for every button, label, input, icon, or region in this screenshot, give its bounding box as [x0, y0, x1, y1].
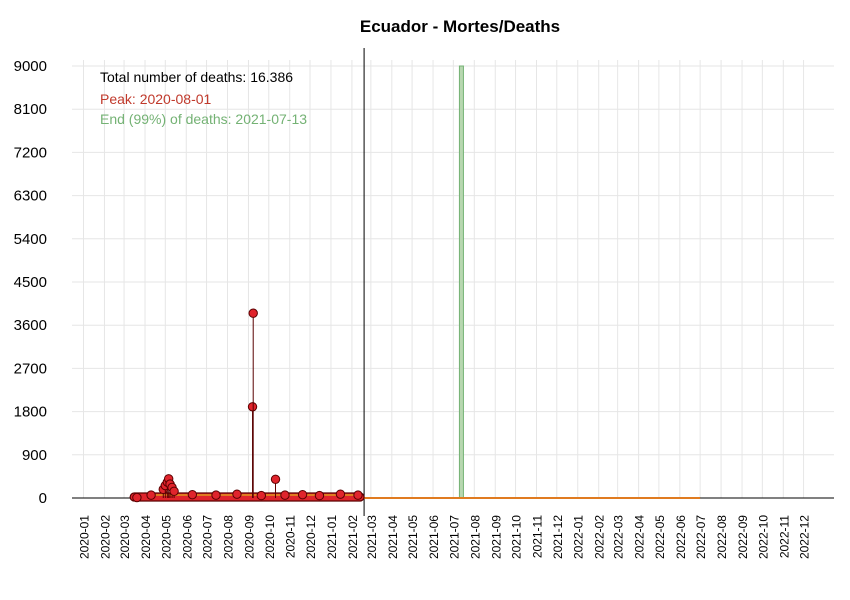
x-tick-label: 2021-10: [510, 515, 524, 559]
x-tick-label: 2021-04: [386, 515, 400, 559]
data-point: [248, 308, 258, 318]
x-tick-label: 2020-11: [284, 515, 298, 558]
x-tick-label: 2020-10: [263, 515, 277, 559]
x-tick-label: 2020-09: [242, 515, 256, 559]
x-tick-label: 2021-12: [551, 515, 565, 559]
data-point: [132, 492, 142, 503]
y-tick-label: 6300: [14, 188, 47, 205]
x-tick-label: 2022-12: [798, 515, 812, 559]
y-tick-label: 8100: [14, 101, 47, 118]
y-tick-label: 1800: [14, 404, 47, 421]
x-tick-label: 2021-05: [406, 515, 420, 559]
x-tick-label: 2022-08: [715, 515, 729, 559]
x-tick-label: 2022-06: [674, 515, 688, 559]
chart-title: Ecuador - Mortes/Deaths: [360, 17, 560, 36]
x-tick-label: 2020-03: [118, 515, 132, 559]
data-point: [353, 490, 363, 500]
x-tick-label: 2020-08: [222, 515, 236, 559]
x-tick-label: 2021-01: [325, 515, 339, 559]
data-point: [335, 489, 346, 499]
end-annotation: End (99%) of deaths: 2021-07-13: [100, 111, 307, 127]
x-tick-label: 2021-11: [531, 515, 545, 558]
x-tick-label: 2022-07: [694, 515, 708, 559]
x-tick-label: 2022-10: [756, 515, 770, 559]
x-tick-label: 2022-04: [633, 515, 647, 559]
y-tick-label: 9000: [14, 58, 47, 75]
x-tick-label: 2021-03: [365, 515, 379, 559]
x-tick-label: 2021-08: [468, 515, 482, 559]
data-point: [146, 490, 156, 500]
y-tick-label: 900: [22, 447, 47, 464]
data-point: [256, 490, 267, 501]
data-point: [211, 490, 221, 500]
x-tick-label: 2020-04: [139, 515, 153, 559]
y-tick-label: 3600: [14, 317, 47, 334]
x-tick-label: 2022-09: [736, 515, 750, 559]
y-tick-label: 5400: [14, 231, 47, 248]
x-tick-label: 2021-07: [447, 515, 461, 559]
x-tick-label: 2021-09: [489, 515, 503, 559]
x-tick-label: 2020-01: [77, 515, 91, 559]
axes: 9000810072006300540045003600270018009000…: [14, 48, 834, 559]
y-tick-label: 0: [39, 490, 47, 507]
data-point: [297, 489, 308, 500]
annotations: Total number of deaths: 16.386 Peak: 202…: [100, 69, 307, 127]
y-tick-label: 2700: [14, 360, 47, 377]
x-tick-label: 2020-06: [180, 515, 194, 559]
x-tick-label: 2022-11: [777, 515, 791, 558]
x-tick-label: 2021-06: [427, 515, 441, 559]
end-of-deaths-band: [458, 65, 464, 499]
data-point: [247, 402, 258, 412]
end-band-layer: [458, 65, 464, 499]
x-tick-label: 2020-05: [159, 515, 173, 559]
peak-annotation: Peak: 2020-08-01: [100, 91, 212, 107]
data-point: [187, 489, 198, 500]
grid: [72, 60, 834, 499]
data-point: [314, 490, 325, 501]
data-point: [280, 490, 290, 500]
x-tick-label: 2021-02: [346, 515, 360, 559]
total-deaths-annotation: Total number of deaths: 16.386: [100, 69, 293, 85]
x-tick-label: 2020-12: [304, 515, 318, 559]
y-tick-label: 7200: [14, 144, 47, 161]
data-point: [270, 474, 281, 484]
x-tick-label: 2022-03: [612, 515, 626, 559]
data-layer: [129, 308, 701, 503]
x-tick-label: 2020-02: [98, 515, 112, 559]
x-tick-label: 2022-01: [572, 515, 586, 559]
x-tick-label: 2022-05: [653, 515, 667, 559]
y-tick-label: 4500: [14, 274, 47, 291]
data-point: [169, 486, 179, 496]
x-tick-label: 2022-02: [593, 515, 607, 559]
x-tick-label: 2020-07: [201, 515, 215, 559]
data-point: [232, 489, 242, 499]
